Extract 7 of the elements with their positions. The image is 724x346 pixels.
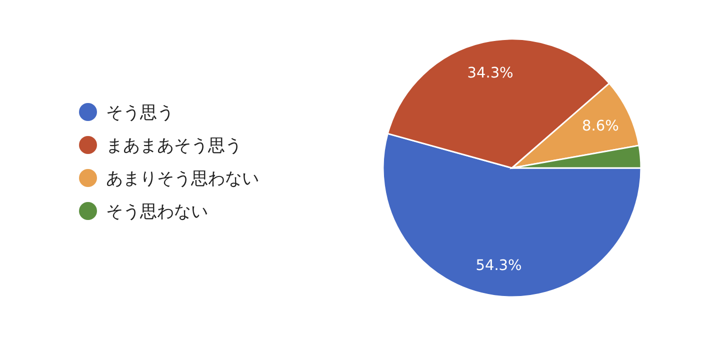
legend-label: あまりそう思わない (106, 169, 259, 189)
data-label: 54.3% (476, 258, 522, 274)
legend-label: まあまあそう思う (106, 136, 242, 156)
legend-label: そう思う (106, 103, 174, 123)
data-label: 34.3% (467, 65, 514, 82)
data-label: 8.6% (582, 118, 619, 135)
legend-label: そう思わない (106, 202, 208, 222)
